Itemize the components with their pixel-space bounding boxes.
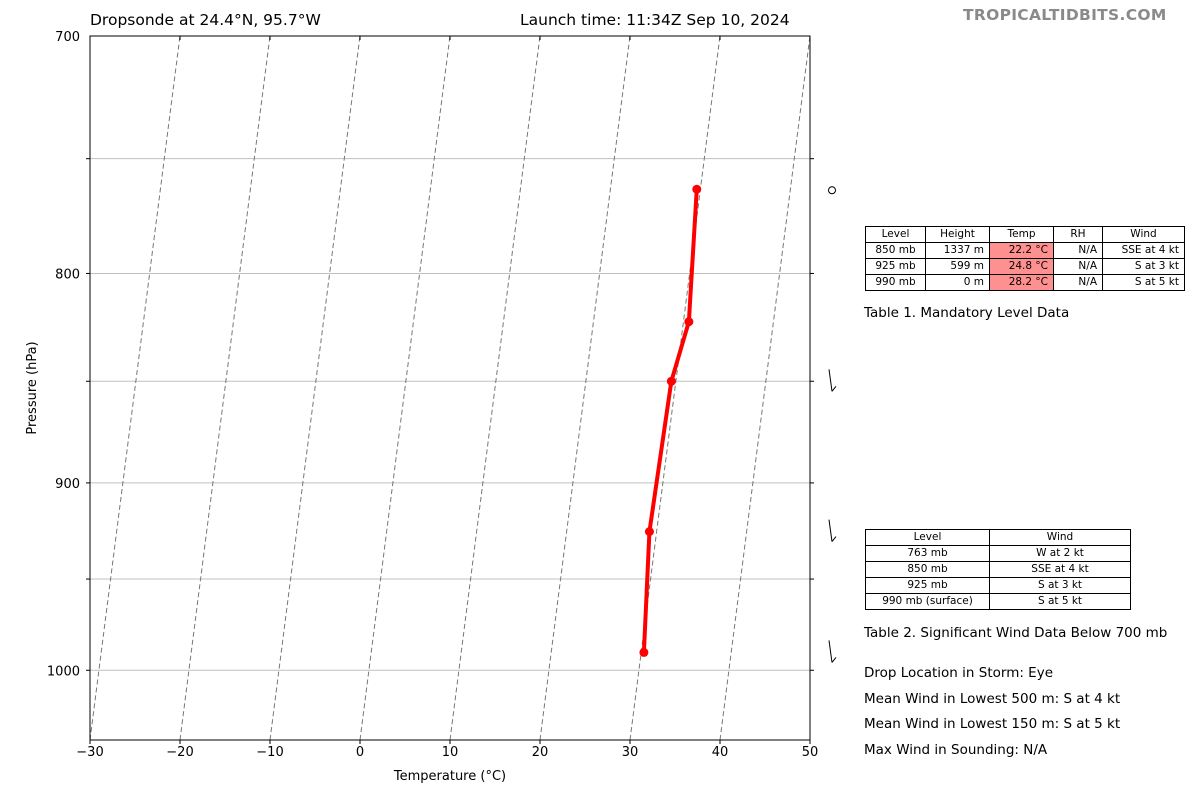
isotherm-line xyxy=(449,36,541,740)
y-axis-label: Pressure (hPa) xyxy=(25,341,40,434)
table-cell-level: 990 mb xyxy=(865,274,926,291)
mandatory-level-table: Level Height Temp RH Wind 850 mb 1337 m … xyxy=(865,226,1185,291)
table-cell-wind: S at 5 kt xyxy=(989,593,1131,610)
y-tick-label: 1000 xyxy=(47,664,80,679)
isotherm-line xyxy=(90,36,181,740)
table-cell-temp: 24.8 °C xyxy=(989,258,1054,275)
y-tick-label: 800 xyxy=(55,267,80,282)
table-cell-height: 1337 m xyxy=(925,242,990,259)
table-header-row: Level Height Temp RH Wind xyxy=(865,226,1185,243)
table-cell-wind: S at 3 kt xyxy=(989,577,1131,594)
wind-barb-shaft xyxy=(828,640,833,663)
table-header-cell: Wind xyxy=(1102,226,1185,243)
chart-title-launch-time: Launch time: 11:34Z Sep 10, 2024 xyxy=(520,11,790,29)
table-header-cell: Temp xyxy=(989,226,1054,243)
table-cell-level: 990 mb (surface) xyxy=(865,593,990,610)
table-cell-rh: N/A xyxy=(1053,242,1103,259)
chart-title-location: Dropsonde at 24.4°N, 95.7°W xyxy=(90,11,321,29)
isotherm-line xyxy=(629,36,721,740)
table-cell-level: 763 mb xyxy=(865,545,990,562)
wind-barb xyxy=(828,519,837,542)
info-max-wind: Max Wind in Sounding: N/A xyxy=(864,742,1048,758)
table-cell-temp: 28.2 °C xyxy=(989,274,1054,291)
x-tick-label: 10 xyxy=(442,745,459,760)
x-tick-label: −10 xyxy=(256,745,283,760)
info-drop-location: Drop Location in Storm: Eye xyxy=(864,665,1054,681)
table-cell-wind: SSE at 4 kt xyxy=(1102,242,1185,259)
wind-barb-flag xyxy=(831,385,837,392)
table-row: 925 mb S at 3 kt xyxy=(865,577,1131,594)
x-tick-label: −30 xyxy=(76,745,103,760)
x-axis-label: Temperature (°C) xyxy=(393,769,506,784)
x-tick-label: 30 xyxy=(622,745,639,760)
table1-caption: Table 1. Mandatory Level Data xyxy=(864,305,1070,321)
x-tick-label: 40 xyxy=(712,745,729,760)
table-header-cell: Height xyxy=(925,226,990,243)
table-cell-level: 925 mb xyxy=(865,258,926,275)
wind-barb xyxy=(828,640,837,663)
temperature-point xyxy=(666,376,676,386)
table-cell-rh: N/A xyxy=(1053,258,1103,275)
info-mean-wind-150m: Mean Wind in Lowest 150 m: S at 5 kt xyxy=(864,716,1121,732)
table-header-cell: Wind xyxy=(989,529,1131,546)
table-cell-level: 925 mb xyxy=(865,577,990,594)
wind-barbs xyxy=(828,186,837,663)
y-tick-label: 900 xyxy=(55,477,80,492)
wind-barb xyxy=(828,369,837,392)
info-mean-wind-500m: Mean Wind in Lowest 500 m: S at 4 kt xyxy=(864,691,1121,707)
table-row: 990 mb (surface) S at 5 kt xyxy=(865,593,1131,610)
table-cell-rh: N/A xyxy=(1053,274,1103,291)
table-row: 850 mb 1337 m 22.2 °C N/A SSE at 4 kt xyxy=(865,242,1185,259)
table-header-cell: Level xyxy=(865,226,926,243)
significant-wind-table: Level Wind 763 mb W at 2 kt 850 mb SSE a… xyxy=(865,529,1131,610)
table-cell-wind: S at 3 kt xyxy=(1102,258,1185,275)
wind-barb-flag xyxy=(831,536,837,542)
table-cell-height: 599 m xyxy=(925,258,990,275)
table-row: 763 mb W at 2 kt xyxy=(865,545,1131,562)
x-tick-label: 20 xyxy=(532,745,549,760)
skewed-isotherms xyxy=(90,36,810,740)
plot-frame xyxy=(89,35,811,741)
brand-watermark: TROPICALTIDBITS.COM xyxy=(963,6,1167,24)
pressure-gridlines xyxy=(90,158,810,671)
table-cell-wind: S at 5 kt xyxy=(1102,274,1185,291)
axis-ticks: −30 −20 −10 0 10 20 30 40 50 700 800 900 1000 xyxy=(47,30,818,760)
isotherm-line xyxy=(269,36,361,740)
skewt-chart: −30 −20 −10 0 10 20 30 40 50 700 800 900 1000 Temper… xyxy=(25,30,837,784)
isotherm-line xyxy=(179,36,271,740)
wind-barb-calm xyxy=(828,186,836,195)
isotherm-line xyxy=(539,36,631,740)
y-tick-label: 700 xyxy=(55,30,80,45)
table-header-row: Level Wind xyxy=(865,529,1131,546)
isotherm-line xyxy=(719,36,810,740)
table2-caption: Table 2. Significant Wind Data Below 700… xyxy=(864,625,1168,641)
wind-barb-flag xyxy=(831,657,837,663)
temperature-profile xyxy=(639,184,702,657)
x-tick-label: −20 xyxy=(166,745,193,760)
temperature-point xyxy=(639,647,649,657)
table-header-cell: Level xyxy=(865,529,990,546)
table-cell-wind: SSE at 4 kt xyxy=(989,561,1131,578)
table-row: 850 mb SSE at 4 kt xyxy=(865,561,1131,578)
table-cell-level: 850 mb xyxy=(865,561,990,578)
table-cell-wind: W at 2 kt xyxy=(989,545,1131,562)
x-tick-label: 0 xyxy=(356,745,364,760)
table-cell-temp: 22.2 °C xyxy=(989,242,1054,259)
table-row: 925 mb 599 m 24.8 °C N/A S at 3 kt xyxy=(865,258,1185,275)
isotherm-line xyxy=(90,36,91,40)
temperature-point xyxy=(692,184,702,194)
table-row: 990 mb 0 m 28.2 °C N/A S at 5 kt xyxy=(865,274,1185,291)
x-tick-label: 50 xyxy=(802,745,819,760)
isotherm-line xyxy=(359,36,451,740)
table-header-cell: RH xyxy=(1053,226,1103,243)
wind-barb-shaft xyxy=(828,519,833,542)
wind-barb-shaft xyxy=(828,369,833,392)
temperature-point xyxy=(644,527,654,537)
table-cell-height: 0 m xyxy=(925,274,990,291)
table-cell-level: 850 mb xyxy=(865,242,926,259)
temperature-point xyxy=(684,317,694,327)
isotherm-line xyxy=(809,736,810,740)
